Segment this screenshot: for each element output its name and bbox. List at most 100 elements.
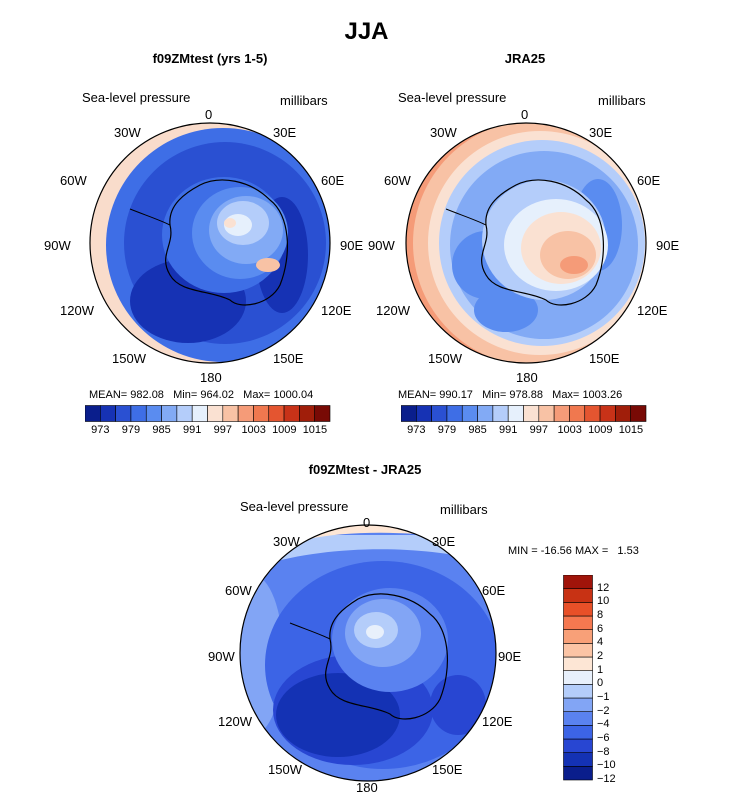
panel-1-colorbar-tick-label: 997 [213, 424, 232, 436]
panel-3-colorbar-tick-label: 8 [597, 609, 604, 621]
panel-2-colorbar-tick-label: 997 [529, 424, 548, 436]
panel-1-lon-60w: 60W [60, 173, 87, 188]
panel-2-lon-90w: 90W [368, 238, 395, 253]
panel-2-lon-120w: 120W [376, 303, 410, 318]
figure-title: JJA [344, 18, 389, 45]
panel-3-colorbar-tick-label: −6 [597, 732, 610, 744]
panel-1-min-value: 964.02 [200, 389, 234, 401]
panel-1-lon-0: 0 [205, 107, 213, 122]
panel-2-colorbar-swatch [599, 405, 616, 422]
panel-1-colorbar-swatch [145, 405, 162, 422]
panel-1-colorbar-swatch [314, 405, 331, 422]
panel-1-colorbar-tick-label: 1009 [272, 424, 297, 436]
panel-3-lon-60w: 60W [225, 583, 252, 598]
panel-3-title: f09ZMtest - JRA25 [308, 462, 422, 477]
panel-3-colorbar: 12 10 8 6 4 2 1 0 −1 −2 −4 −6 −8 −10 −12 [563, 575, 643, 785]
panel-2-colorbar-tick-label: 1003 [557, 424, 582, 436]
panel-2-colorbar-tick-label: 991 [499, 424, 518, 436]
panel-1-lon-180: 180 [200, 370, 222, 385]
panel-2-colorbar-tick-label: 979 [437, 424, 457, 436]
panel-3-lon-30w: 30W [273, 534, 300, 549]
panel-1-lon-150e: 150E [273, 351, 304, 366]
panel-2-lon-60w: 60W [384, 173, 411, 188]
panel-2-colorbar-tick-label: 1015 [618, 424, 644, 436]
panel-2-colorbar-swatch [492, 405, 509, 422]
panel-2-colorbar-swatch [507, 405, 524, 422]
panel-1-mean-label: MEAN= [89, 389, 128, 401]
panel-1-colorbar-labels: 973 979 985 991 997 1003 1009 1015 [85, 424, 335, 438]
panel-1-field-label: Sea-level pressure [82, 90, 191, 105]
panel-3-colorbar-tick-label: 4 [597, 636, 604, 649]
panel-2-colorbar-swatch [538, 405, 555, 422]
panel-3-colorbar-swatch [563, 575, 593, 589]
panel-2-lon-60e: 60E [637, 173, 661, 188]
panel-2-units-label: millibars [598, 93, 646, 108]
panel-1-colorbar-swatch [100, 405, 116, 422]
panel-2-lon-30w: 30W [430, 125, 457, 140]
panel-1-colorbar-swatch [176, 405, 193, 422]
panel-1-lon-30e: 30E [273, 125, 297, 140]
panel-3-colorbar-tick-label: −2 [597, 704, 610, 717]
panel-2-colorbar-swatch [477, 405, 494, 422]
panel-3-lon-120w: 120W [218, 714, 252, 729]
panel-1-lon-90w: 90W [44, 238, 71, 253]
panel-2-colorbar-swatch [400, 405, 417, 422]
panel-2-colorbar-swatch [431, 405, 448, 422]
panel-2-lon-180: 180 [516, 370, 538, 385]
panel-3-lon-30e: 30E [432, 534, 456, 549]
panel-1-lon-120w: 120W [60, 303, 94, 318]
panel-2-max-label: Max= [552, 389, 580, 401]
panel-2-lon-0: 0 [521, 107, 529, 122]
panel-3-lon-90e: 90E [498, 649, 522, 664]
panel-2-colorbar-swatch [569, 405, 586, 422]
panel-2-colorbar-tick-label: 985 [468, 424, 487, 436]
panel-3-lon-120e: 120E [482, 714, 513, 729]
panel-3-lon-60e: 60E [482, 583, 506, 598]
panel-3-polar-map [239, 524, 497, 782]
panel-2-mean-label: MEAN= [398, 389, 437, 401]
panel-1-colorbar-swatch [161, 405, 178, 422]
panel-3-colorbar-swatches [563, 575, 593, 781]
panel-2-colorbar-tick-label: 1009 [588, 424, 613, 436]
panel-2-colorbar-swatches [400, 405, 647, 422]
panel-2-polar-map [405, 122, 647, 364]
panel-1-units-label: millibars [280, 93, 328, 108]
panel-3-colorbar-tick-label: −4 [597, 718, 610, 731]
panel-3-colorbar-tick-label: −12 [597, 773, 616, 785]
panel-3-units-label: millibars [440, 502, 488, 517]
panel-1-colorbar-tick-label: 1003 [241, 424, 266, 436]
panel-2-colorbar-swatch [523, 405, 540, 422]
panel-3-colorbar-tick-label: 1 [597, 663, 604, 676]
panel-1-max-value: 1000.04 [273, 389, 314, 401]
panel-1-colorbar-swatch [130, 405, 147, 422]
panel-2-lon-150w: 150W [428, 351, 462, 366]
panel-1-colorbar-swatch [237, 405, 254, 422]
panel-2-colorbar-tick-label: 973 [407, 424, 426, 436]
panel-1-colorbar-swatch [299, 405, 315, 422]
panel-1-lon-30w: 30W [114, 125, 141, 140]
panel-2-colorbar-swatch [584, 405, 601, 422]
panel-1-colorbar-tick-label: 991 [183, 424, 202, 436]
panel-1-colorbar-swatch [115, 405, 132, 422]
panel-1-colorbar-tick-label: 985 [152, 424, 171, 436]
panel-1-colorbar-tick-label: 973 [91, 424, 110, 436]
panel-1-stats: MEAN= 982.08 Min= 964.02 Max= 1000.04 [89, 389, 313, 401]
panel-1-lon-120e: 120E [321, 303, 352, 318]
panel-2-min-label: Min= [482, 389, 507, 401]
panel-1-title: f09ZMtest (yrs 1-5) [152, 51, 268, 66]
panel-1-colorbar-swatch [253, 405, 270, 422]
panel-1-lon-150w: 150W [112, 351, 146, 366]
panel-2-colorbar-swatch [446, 405, 463, 422]
panel-3-lon-180: 180 [356, 780, 378, 795]
panel-3-min-max: MIN = -16.56 MAX = 1.53 [508, 545, 639, 557]
panel-3-colorbar-tick-label: −10 [597, 759, 616, 772]
panel-1-colorbar-swatch [222, 405, 239, 422]
panel-1-max-label: Max= [243, 389, 271, 401]
panel-2-min-value: 978.88 [509, 389, 543, 401]
panel-1-lon-60e: 60E [321, 173, 345, 188]
panel-3-colorbar-tick-label: −8 [597, 745, 610, 758]
panel-2-lon-120e: 120E [637, 303, 668, 318]
panel-3-colorbar-tick-label: 12 [597, 581, 610, 594]
panel-3-colorbar-tick-label: −1 [597, 691, 610, 703]
panel-2-stats: MEAN= 990.17 Min= 978.88 Max= 1003.26 [398, 389, 622, 401]
